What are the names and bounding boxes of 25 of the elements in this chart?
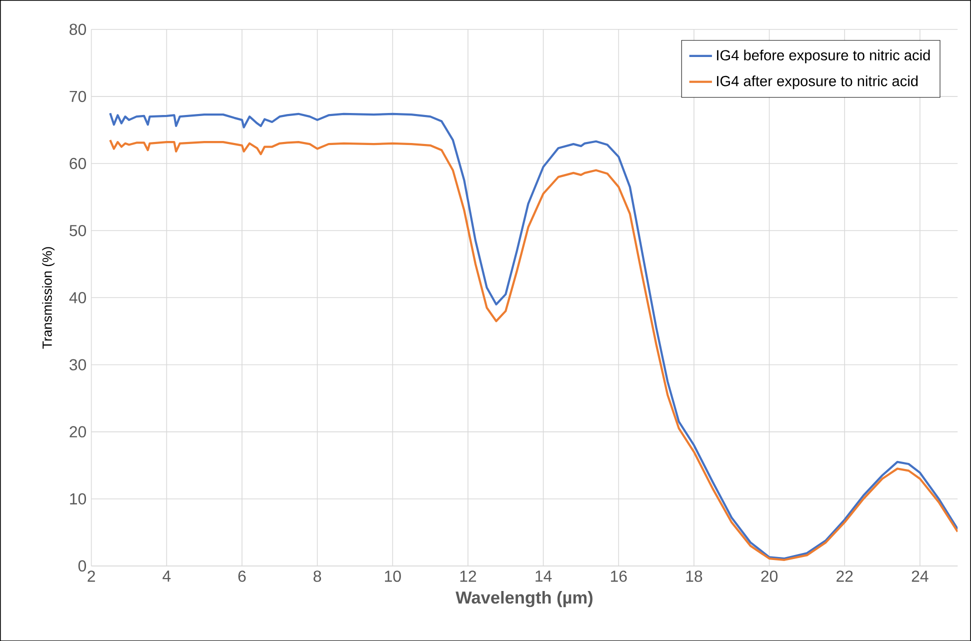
y-tick-label: 10 [70,493,86,504]
x-tick-label: 2 [88,570,95,582]
x-tick-label: 22 [836,570,853,582]
x-tick-label: 24 [912,570,928,582]
y-axis-title: Transmission (%) [42,247,54,349]
legend-label: IG4 after exposure to nitric acid [717,75,918,89]
y-tick-label: 60 [70,158,86,170]
y-tick-label: 30 [70,358,86,370]
x-tick-label: 16 [610,570,627,582]
legend-label: IG4 before exposure to nitric acid [717,50,930,64]
x-tick-label: 18 [686,570,702,582]
y-tick-label: 50 [70,224,86,236]
y-tick-label: 0 [78,560,86,572]
y-tick-label: 80 [70,24,86,35]
x-tick-label: 10 [384,570,401,582]
y-tick-label: 20 [70,426,86,438]
x-tick-label: 12 [460,570,476,582]
x-axis-title: Wavelength (µm) [456,590,592,608]
x-tick-label: 8 [314,570,322,582]
x-tick-label: 4 [162,570,171,582]
x-tick-label: 14 [536,570,552,582]
y-tick-label: 40 [69,292,86,304]
y-tick-label: 70 [70,90,86,102]
x-tick-label: 6 [238,570,246,582]
x-tick-label: 20 [761,570,778,582]
